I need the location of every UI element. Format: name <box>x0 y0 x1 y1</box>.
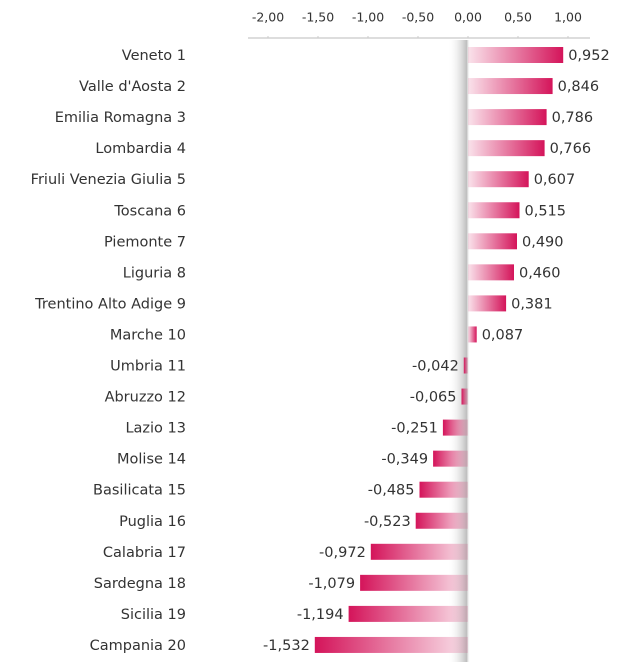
category-label: Piemonte 7 <box>104 234 186 250</box>
category-label: Molise 14 <box>117 452 186 468</box>
category-label: Lombardia 4 <box>95 141 186 157</box>
bar <box>468 171 529 188</box>
value-label: 0,087 <box>482 327 524 343</box>
category-label: Emilia Romagna 3 <box>55 110 186 126</box>
value-label: -0,485 <box>368 483 415 499</box>
value-label: -0,349 <box>381 452 428 468</box>
bar <box>433 450 468 467</box>
value-label: 0,846 <box>558 79 600 95</box>
value-label: 0,786 <box>552 110 594 126</box>
x-tick-label: 0,50 <box>504 10 532 25</box>
value-label: -1,194 <box>297 607 344 623</box>
value-label: 0,515 <box>525 203 567 219</box>
bar <box>419 481 468 498</box>
category-label: Veneto 1 <box>122 48 186 64</box>
bar <box>415 512 468 529</box>
category-label: Umbria 11 <box>110 359 186 375</box>
bar <box>468 264 514 281</box>
x-tick-label: 0,00 <box>454 10 482 25</box>
value-label: -0,042 <box>412 359 459 375</box>
category-label: Sicilia 19 <box>121 607 186 623</box>
bar <box>468 109 547 126</box>
bar <box>468 47 564 63</box>
category-label: Friuli Venezia Giulia 5 <box>31 172 186 188</box>
bar <box>314 636 468 653</box>
value-label: -0,065 <box>410 390 457 406</box>
value-label: 0,766 <box>550 141 592 157</box>
category-label: Valle d'Aosta 2 <box>79 79 186 95</box>
category-label: Basilicata 15 <box>93 483 186 499</box>
value-label: 0,490 <box>522 234 564 250</box>
bar <box>348 605 468 622</box>
bar <box>468 326 477 343</box>
bar <box>461 388 468 405</box>
category-label: Abruzzo 12 <box>105 390 186 406</box>
value-label: 0,460 <box>519 265 561 281</box>
value-label: 0,381 <box>511 296 553 312</box>
bar <box>468 295 507 312</box>
bar <box>463 357 468 374</box>
category-label: Liguria 8 <box>123 265 186 281</box>
x-tick-label: -1,50 <box>302 10 334 25</box>
value-label: -0,972 <box>319 545 366 561</box>
bar <box>468 140 545 157</box>
x-tick-label: -2,00 <box>252 10 284 25</box>
value-label: -1,079 <box>308 576 355 592</box>
bar <box>468 233 517 250</box>
value-label: 0,607 <box>534 172 576 188</box>
value-label: -0,251 <box>391 421 438 437</box>
category-label: Campania 20 <box>90 638 186 654</box>
bar <box>468 202 520 219</box>
category-label: Puglia 16 <box>119 514 186 530</box>
value-label: -1,532 <box>263 638 310 654</box>
bar <box>442 419 468 436</box>
bar <box>370 543 468 560</box>
x-tick-label: -1,00 <box>352 10 384 25</box>
category-label: Toscana 6 <box>113 203 186 219</box>
x-tick-label: -0,50 <box>402 10 434 25</box>
category-label: Sardegna 18 <box>94 576 186 592</box>
bar <box>360 574 468 591</box>
zero-shadow <box>448 40 470 662</box>
value-label: -0,523 <box>364 514 411 530</box>
category-label: Trentino Alto Adige 9 <box>34 296 186 312</box>
value-label: 0,952 <box>568 48 610 64</box>
bar <box>468 78 553 95</box>
category-label: Calabria 17 <box>103 545 186 561</box>
category-label: Lazio 13 <box>125 421 186 437</box>
x-tick-label: 1,00 <box>554 10 582 25</box>
category-label: Marche 10 <box>110 327 186 343</box>
